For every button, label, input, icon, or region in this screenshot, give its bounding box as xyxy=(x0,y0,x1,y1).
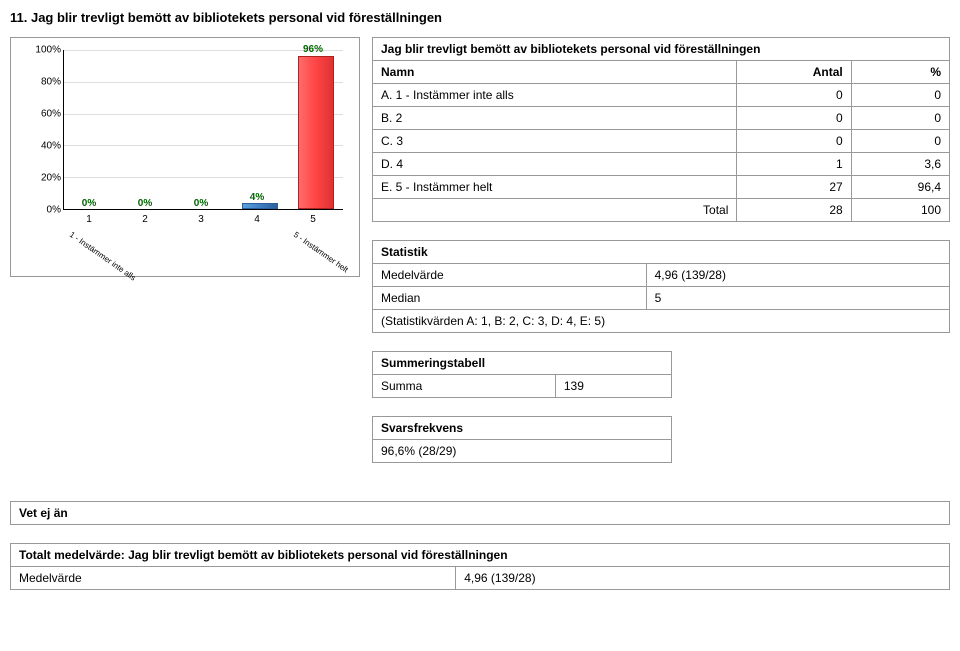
stats-title: Statistik xyxy=(373,241,950,264)
xtick-1: 1 xyxy=(67,214,111,225)
xtick-2: 2 xyxy=(123,214,167,225)
table-row: Medelvärde 4,96 (139/28) xyxy=(11,567,950,590)
question-title: 11. Jag blir trevligt bemött av bibliote… xyxy=(10,10,950,25)
table-row: Median 5 xyxy=(373,287,950,310)
freq-value: 96,6% (28/29) xyxy=(373,440,672,463)
total-mean-title: Totalt medelvärde: Jag blir trevligt bem… xyxy=(11,544,950,567)
bar-label-1: 0% xyxy=(69,198,109,209)
data-table: Jag blir trevligt bemött av bibliotekets… xyxy=(372,37,950,222)
bar-4 xyxy=(242,203,278,209)
vet-ej: Vet ej än xyxy=(11,502,950,525)
table-row: E. 5 - Instämmer helt 27 96,4 xyxy=(373,176,950,199)
total-mean-table: Totalt medelvärde: Jag blir trevligt bem… xyxy=(10,543,950,590)
bar-label-3: 0% xyxy=(181,198,221,209)
table-row: Medelvärde 4,96 (139/28) xyxy=(373,264,950,287)
xlabel-1: 1 - Instämmer inte alls xyxy=(68,230,138,283)
summary-title: Summeringstabell xyxy=(373,352,672,375)
ytick-4: 80% xyxy=(23,77,61,88)
chart-container: 0% 20% 40% 60% 80% 100% 0% 0% 0% 4% 96% xyxy=(10,37,360,277)
stats-table: Statistik Medelvärde 4,96 (139/28) Media… xyxy=(372,240,950,333)
table-row: B. 2 0 0 xyxy=(373,107,950,130)
plot-area xyxy=(63,50,343,210)
freq-table: Svarsfrekvens 96,6% (28/29) xyxy=(372,416,672,463)
right-tables: Jag blir trevligt bemött av bibliotekets… xyxy=(372,37,950,481)
data-table-title: Jag blir trevligt bemött av bibliotekets… xyxy=(373,38,950,61)
stats-note: (Statistikvärden A: 1, B: 2, C: 3, D: 4,… xyxy=(373,310,950,333)
xtick-5: 5 xyxy=(291,214,335,225)
ytick-5: 100% xyxy=(23,45,61,56)
top-section: 0% 20% 40% 60% 80% 100% 0% 0% 0% 4% 96% xyxy=(10,37,950,481)
ytick-2: 40% xyxy=(23,141,61,152)
bar-5 xyxy=(298,56,334,209)
bar-chart: 0% 20% 40% 60% 80% 100% 0% 0% 0% 4% 96% xyxy=(15,42,355,272)
table-row: A. 1 - Instämmer inte alls 0 0 xyxy=(373,84,950,107)
xtick-4: 4 xyxy=(235,214,279,225)
vet-ej-table: Vet ej än xyxy=(10,501,950,525)
ytick-3: 60% xyxy=(23,109,61,120)
xtick-3: 3 xyxy=(179,214,223,225)
freq-title: Svarsfrekvens xyxy=(373,417,672,440)
col-pct: % xyxy=(851,61,949,84)
table-row: D. 4 1 3,6 xyxy=(373,153,950,176)
bar-label-4: 4% xyxy=(237,192,277,203)
table-row: C. 3 0 0 xyxy=(373,130,950,153)
bar-label-5: 96% xyxy=(293,44,333,55)
ytick-1: 20% xyxy=(23,173,61,184)
summary-table: Summeringstabell Summa 139 xyxy=(372,351,672,398)
table-row: Summa 139 xyxy=(373,375,672,398)
col-count: Antal xyxy=(737,61,851,84)
ytick-0: 0% xyxy=(23,205,61,216)
col-name: Namn xyxy=(373,61,737,84)
xlabel-5: 5 - Instämmer helt xyxy=(292,230,350,274)
table-total-row: Total 28 100 xyxy=(373,199,950,222)
bar-label-2: 0% xyxy=(125,198,165,209)
